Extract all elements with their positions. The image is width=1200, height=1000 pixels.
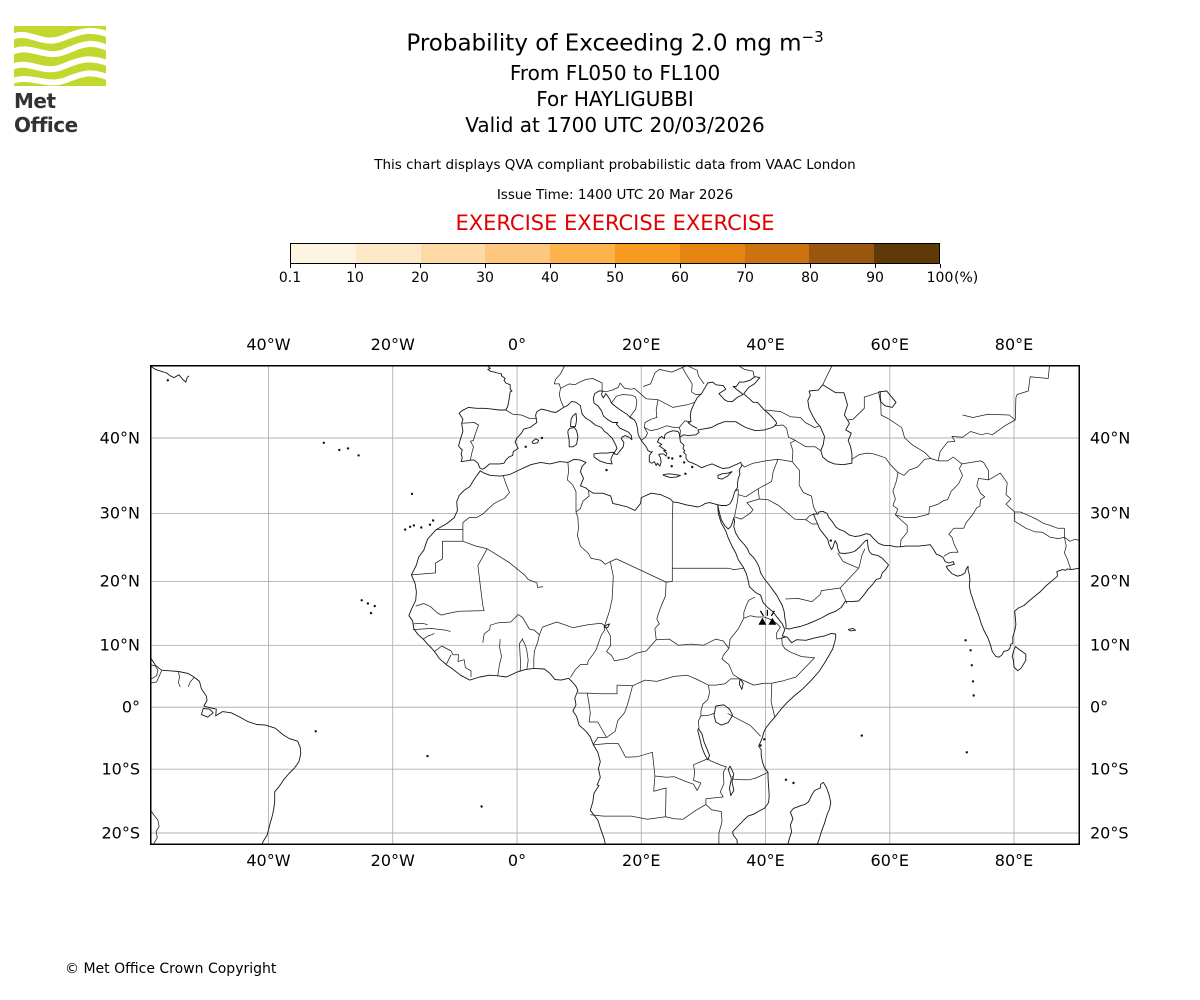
exercise-banner: EXERCISE EXERCISE EXERCISE — [455, 210, 775, 235]
lon-axis-label-bottom: 60°E — [870, 851, 910, 870]
lat-axis-label-left: 30°N — [99, 503, 140, 523]
lon-axis-label-bottom: 0° — [507, 851, 527, 870]
met-office-logo: Met Office — [14, 26, 114, 137]
lon-axis-label-top: 40°E — [746, 335, 785, 354]
colorbar-tick-label: 50 — [606, 270, 624, 286]
map-area: 40°W 40°W 20°W 20°W 0° 0° 20°E 20°E 40°E 40°E 60°E… — [100, 335, 1131, 870]
colorbar-tick — [419, 264, 421, 268]
lon-axis-label-bottom: 40°W — [246, 851, 291, 870]
colorbar-tick-label: 100 — [926, 270, 954, 286]
lat-axis-label-right: 10°S — [1090, 759, 1129, 779]
colorbar-tick-label: 30 — [476, 270, 494, 286]
coastlines — [150, 365, 1080, 845]
lat-axis-label-right: 10°N — [1090, 635, 1131, 655]
lon-axis-label-bottom: 20°E — [622, 851, 661, 870]
lat-axis-label-left: 20°N — [99, 571, 140, 591]
qva-note: This chart displays QVA compliant probab… — [374, 156, 856, 173]
met-office-logo-waves-icon — [14, 26, 106, 86]
lon-axis-label-top: 0° — [507, 335, 527, 354]
lat-axis-label-right: 40°N — [1090, 428, 1131, 448]
lat-axis-label-left: 20°S — [101, 823, 140, 843]
colorbar-tick — [809, 264, 811, 268]
colorbar-tick — [354, 264, 356, 268]
country-borders — [150, 365, 1080, 845]
colorbar-segment — [550, 244, 615, 263]
colorbar-tick — [939, 264, 941, 268]
lon-axis-label-bottom: 20°W — [370, 851, 415, 870]
lat-axis-label-right: 30°N — [1090, 503, 1131, 523]
colorbar-tick — [679, 264, 681, 268]
lon-axis-label-top: 60°E — [870, 335, 910, 354]
colorbar-segment — [744, 244, 810, 263]
lon-axis-label-top: 20°W — [370, 335, 415, 354]
volcano-triangle-icon — [758, 609, 777, 625]
colorbar-tick-label: 90 — [866, 270, 884, 286]
probability-colorbar: 0.1 10 20 30 40 50 60 70 80 90 100 (%) — [279, 243, 978, 286]
subtitle-volcano: For HAYLIGUBBI — [536, 86, 694, 111]
lat-axis-label-left: 0° — [121, 697, 140, 717]
lon-axis-label-bottom: 40°E — [746, 851, 785, 870]
colorbar-segment — [355, 244, 421, 263]
lat-axis-label-right: 20°N — [1090, 571, 1131, 591]
colorbar-tick — [549, 264, 551, 268]
small-islands — [166, 379, 975, 808]
colorbar-tick — [744, 264, 746, 268]
copyright-text: © Met Office Crown Copyright — [65, 961, 277, 977]
colorbar-tick-label: 40 — [541, 270, 559, 286]
colorbar-segment — [679, 244, 745, 263]
page-title: Probability of Exceeding 2.0 mg m−3 — [406, 28, 824, 57]
colorbar-tick-label: 80 — [801, 270, 819, 286]
colorbar-segment — [485, 244, 551, 263]
lat-axis-label-left: 40°N — [99, 428, 140, 448]
world-map — [150, 365, 1080, 845]
colorbar-tick-label: 60 — [671, 270, 689, 286]
colorbar-segment — [809, 244, 875, 263]
lon-axis-label-bottom: 80°E — [994, 851, 1034, 870]
colorbar-strip — [290, 243, 940, 264]
colorbar-tick — [874, 264, 876, 268]
colorbar-tick-label: 0.1 — [278, 270, 302, 286]
colorbar-tick-label: 20 — [411, 270, 429, 286]
subtitle-valid-time: Valid at 1700 UTC 20/03/2026 — [465, 112, 765, 137]
subtitle-flight-levels: From FL050 to FL100 — [509, 60, 721, 85]
lon-axis-label-top: 40°W — [246, 335, 291, 354]
colorbar-unit-label: (%) — [954, 270, 979, 286]
met-office-logo-text: Met Office — [14, 89, 78, 137]
lon-axis-label-top: 20°E — [622, 335, 661, 354]
colorbar-segment — [291, 244, 356, 263]
title-exponent: −3 — [801, 28, 824, 46]
colorbar-tick — [289, 264, 291, 268]
colorbar-tick-label: 70 — [736, 270, 754, 286]
map-frame — [150, 365, 1080, 845]
issue-time: Issue Time: 1400 UTC 20 Mar 2026 — [496, 187, 734, 204]
colorbar-segment — [614, 244, 680, 263]
lat-axis-label-right: 0° — [1090, 697, 1109, 717]
colorbar-tick-label: 10 — [346, 270, 364, 286]
colorbar-segment — [874, 244, 939, 263]
colorbar-segment — [420, 244, 486, 263]
colorbar-tick — [484, 264, 486, 268]
lat-axis-label-right: 20°S — [1090, 823, 1129, 843]
colorbar-tick — [614, 264, 616, 268]
lat-axis-label-left: 10°N — [99, 635, 140, 655]
lat-axis-label-left: 10°S — [101, 759, 140, 779]
lon-axis-label-top: 80°E — [994, 335, 1034, 354]
